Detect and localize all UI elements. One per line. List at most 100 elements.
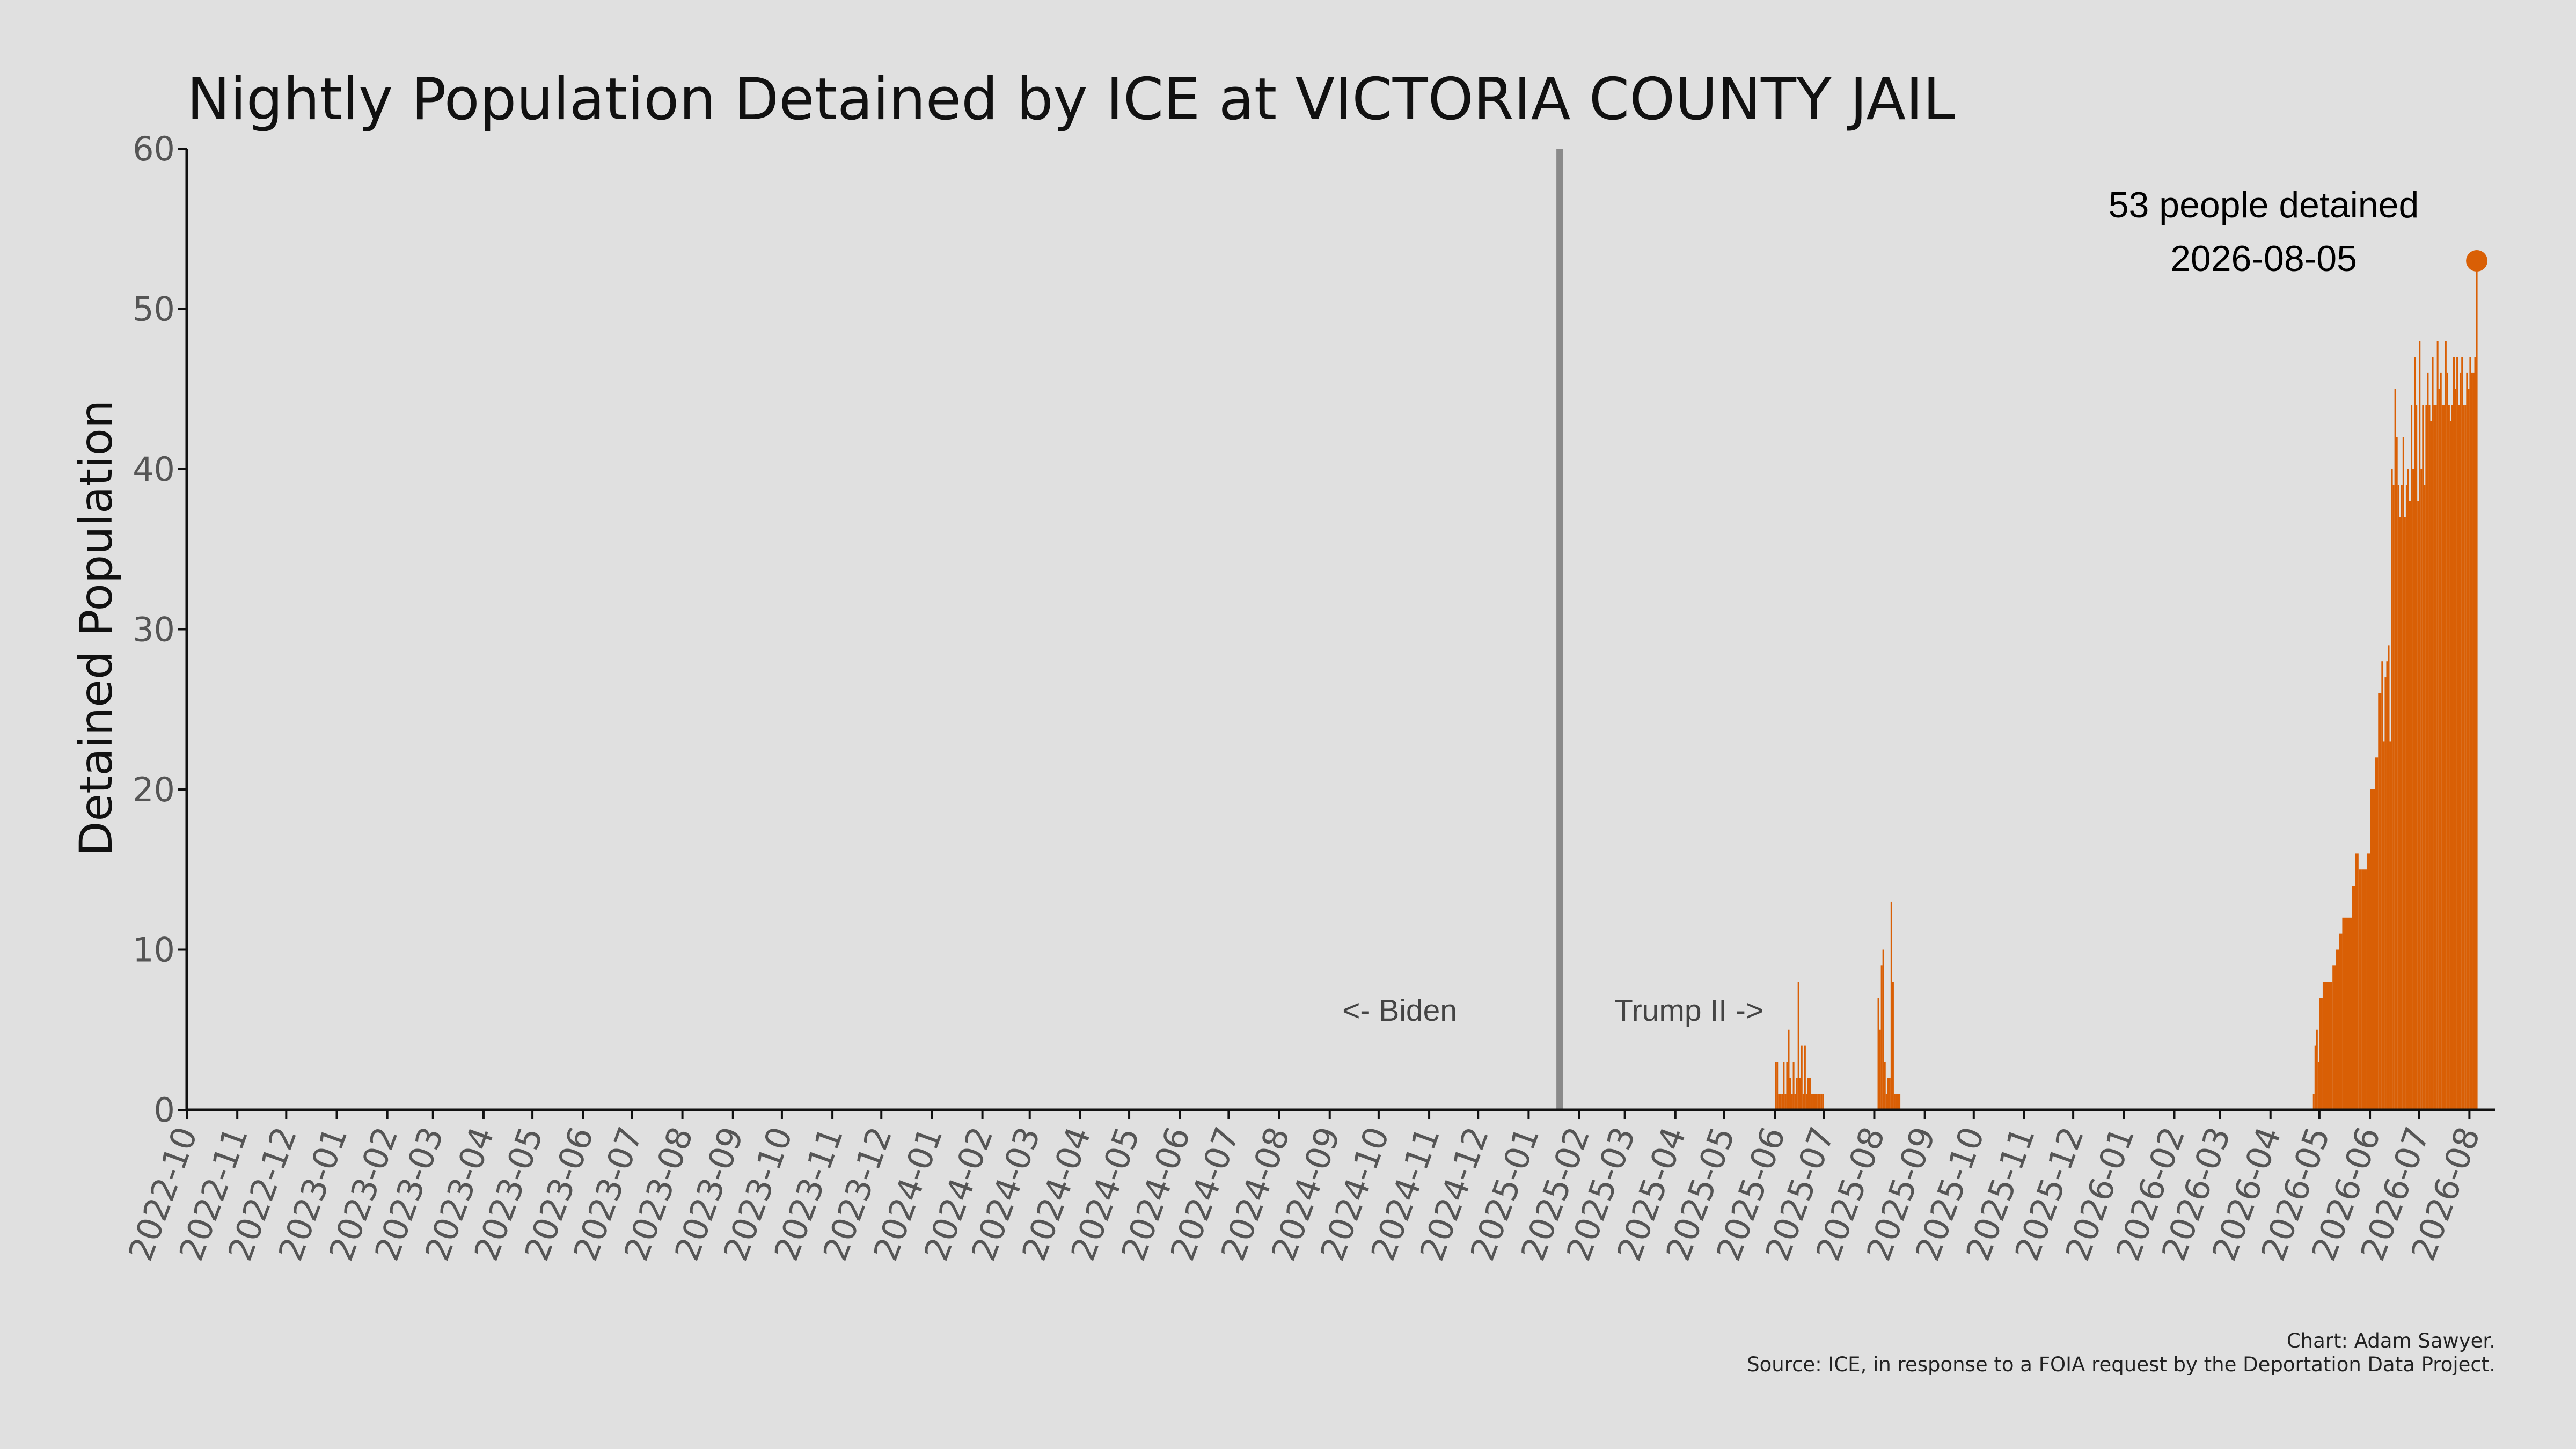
bar: [2375, 757, 2379, 1110]
bar: [2347, 917, 2352, 1110]
bar: [2378, 693, 2382, 1110]
bar: [2451, 405, 2454, 1110]
bar: [1816, 1094, 1818, 1110]
bar: [2336, 949, 2339, 1110]
peak-label-date: 2026-08-05: [2170, 238, 2357, 279]
bar: [2314, 1045, 2316, 1110]
credit-author: Chart: Adam Sawyer.: [2287, 1329, 2496, 1352]
bar: [2328, 982, 2333, 1110]
bar: [1802, 1094, 1804, 1110]
bar: [2460, 372, 2462, 1110]
bar: [1775, 1062, 1777, 1110]
bar: [2388, 645, 2390, 1110]
bar: [2392, 485, 2395, 1110]
bar: [2366, 853, 2370, 1110]
bar: [2332, 965, 2336, 1110]
bar: [2342, 917, 2347, 1110]
bar: [2428, 405, 2431, 1110]
bar: [1805, 1094, 1807, 1110]
bar: [1882, 949, 1884, 1110]
bar: [2458, 405, 2460, 1110]
bar: [2401, 485, 2403, 1110]
bar: [1899, 1094, 1901, 1110]
bar: [1797, 982, 1799, 1110]
bar: [2383, 741, 2385, 1110]
bar: [2436, 341, 2439, 1110]
bar: [2402, 437, 2404, 1110]
axes-layer: [185, 149, 2496, 1111]
bar: [1796, 1078, 1798, 1110]
bar: [1887, 1078, 1889, 1110]
bar: [2397, 485, 2399, 1110]
bar: [1789, 1078, 1791, 1110]
y-tick-label: 40: [133, 450, 175, 489]
bar: [1807, 1078, 1809, 1110]
bar: [2407, 469, 2409, 1110]
bar: [1893, 1094, 1896, 1110]
bar: [2440, 372, 2442, 1110]
bar: [2319, 998, 2323, 1110]
bar: [2456, 357, 2458, 1110]
credit-source: Source: ICE, in response to a FOIA reque…: [1747, 1353, 2496, 1376]
peak-label-count: 53 people detained: [2109, 185, 2419, 225]
bars-layer: [1775, 260, 2478, 1110]
bar: [1890, 901, 1892, 1110]
bar: [1895, 1094, 1898, 1110]
bar: [1809, 1078, 1811, 1110]
bar: [2389, 741, 2391, 1110]
y-tick-label: 30: [133, 610, 175, 649]
y-ticks: 0 10 20 30 40 50 60: [133, 129, 187, 1130]
bar: [2414, 357, 2416, 1110]
bar: [2384, 677, 2387, 1110]
bar: [2358, 869, 2362, 1110]
bar: [2411, 405, 2413, 1110]
chart-title: Nightly Population Detained by ICE at VI…: [187, 66, 1955, 133]
y-tick-label: 0: [154, 1091, 175, 1130]
bar: [2455, 389, 2457, 1110]
bar: [1812, 1094, 1814, 1110]
bar: [2404, 517, 2406, 1110]
bar: [2381, 661, 2383, 1110]
bar: [2469, 357, 2471, 1110]
bar: [2432, 357, 2434, 1110]
bar: [2412, 469, 2414, 1110]
bar: [1820, 1094, 1823, 1110]
bar: [2394, 389, 2396, 1110]
bar: [1786, 1062, 1788, 1110]
bar: [2361, 869, 2367, 1110]
bar: [2370, 789, 2375, 1110]
bar: [1897, 1094, 1899, 1110]
bar: [1792, 1062, 1795, 1110]
bar: [1892, 982, 1894, 1110]
bar: [1799, 1078, 1801, 1110]
bar: [2405, 485, 2407, 1110]
bar: [1783, 1062, 1785, 1110]
bar: [2435, 405, 2437, 1110]
bar: [2430, 421, 2432, 1110]
bar: [1784, 1094, 1787, 1110]
bar: [2472, 372, 2475, 1110]
bar: [2461, 357, 2463, 1110]
bar: [2355, 853, 2359, 1110]
y-axis-label: Detained Population: [70, 400, 122, 856]
bar: [2396, 437, 2398, 1110]
bar: [2416, 405, 2418, 1110]
bar: [2386, 661, 2388, 1110]
bar: [2317, 1062, 2319, 1110]
bar: [2339, 933, 2343, 1110]
bar: [2438, 389, 2440, 1110]
bar: [2399, 517, 2401, 1110]
peak-point: [2466, 250, 2488, 272]
bar: [1822, 1094, 1824, 1110]
bar: [1814, 1094, 1816, 1110]
bar: [1877, 998, 1879, 1110]
y-tick-label: 10: [133, 931, 175, 970]
bar: [2446, 372, 2448, 1110]
bar: [1776, 1062, 1779, 1110]
bar: [1810, 1094, 1813, 1110]
bar: [2433, 405, 2435, 1110]
bar: [1884, 1062, 1886, 1110]
bar: [1817, 1094, 1821, 1110]
bar: [2417, 501, 2419, 1110]
